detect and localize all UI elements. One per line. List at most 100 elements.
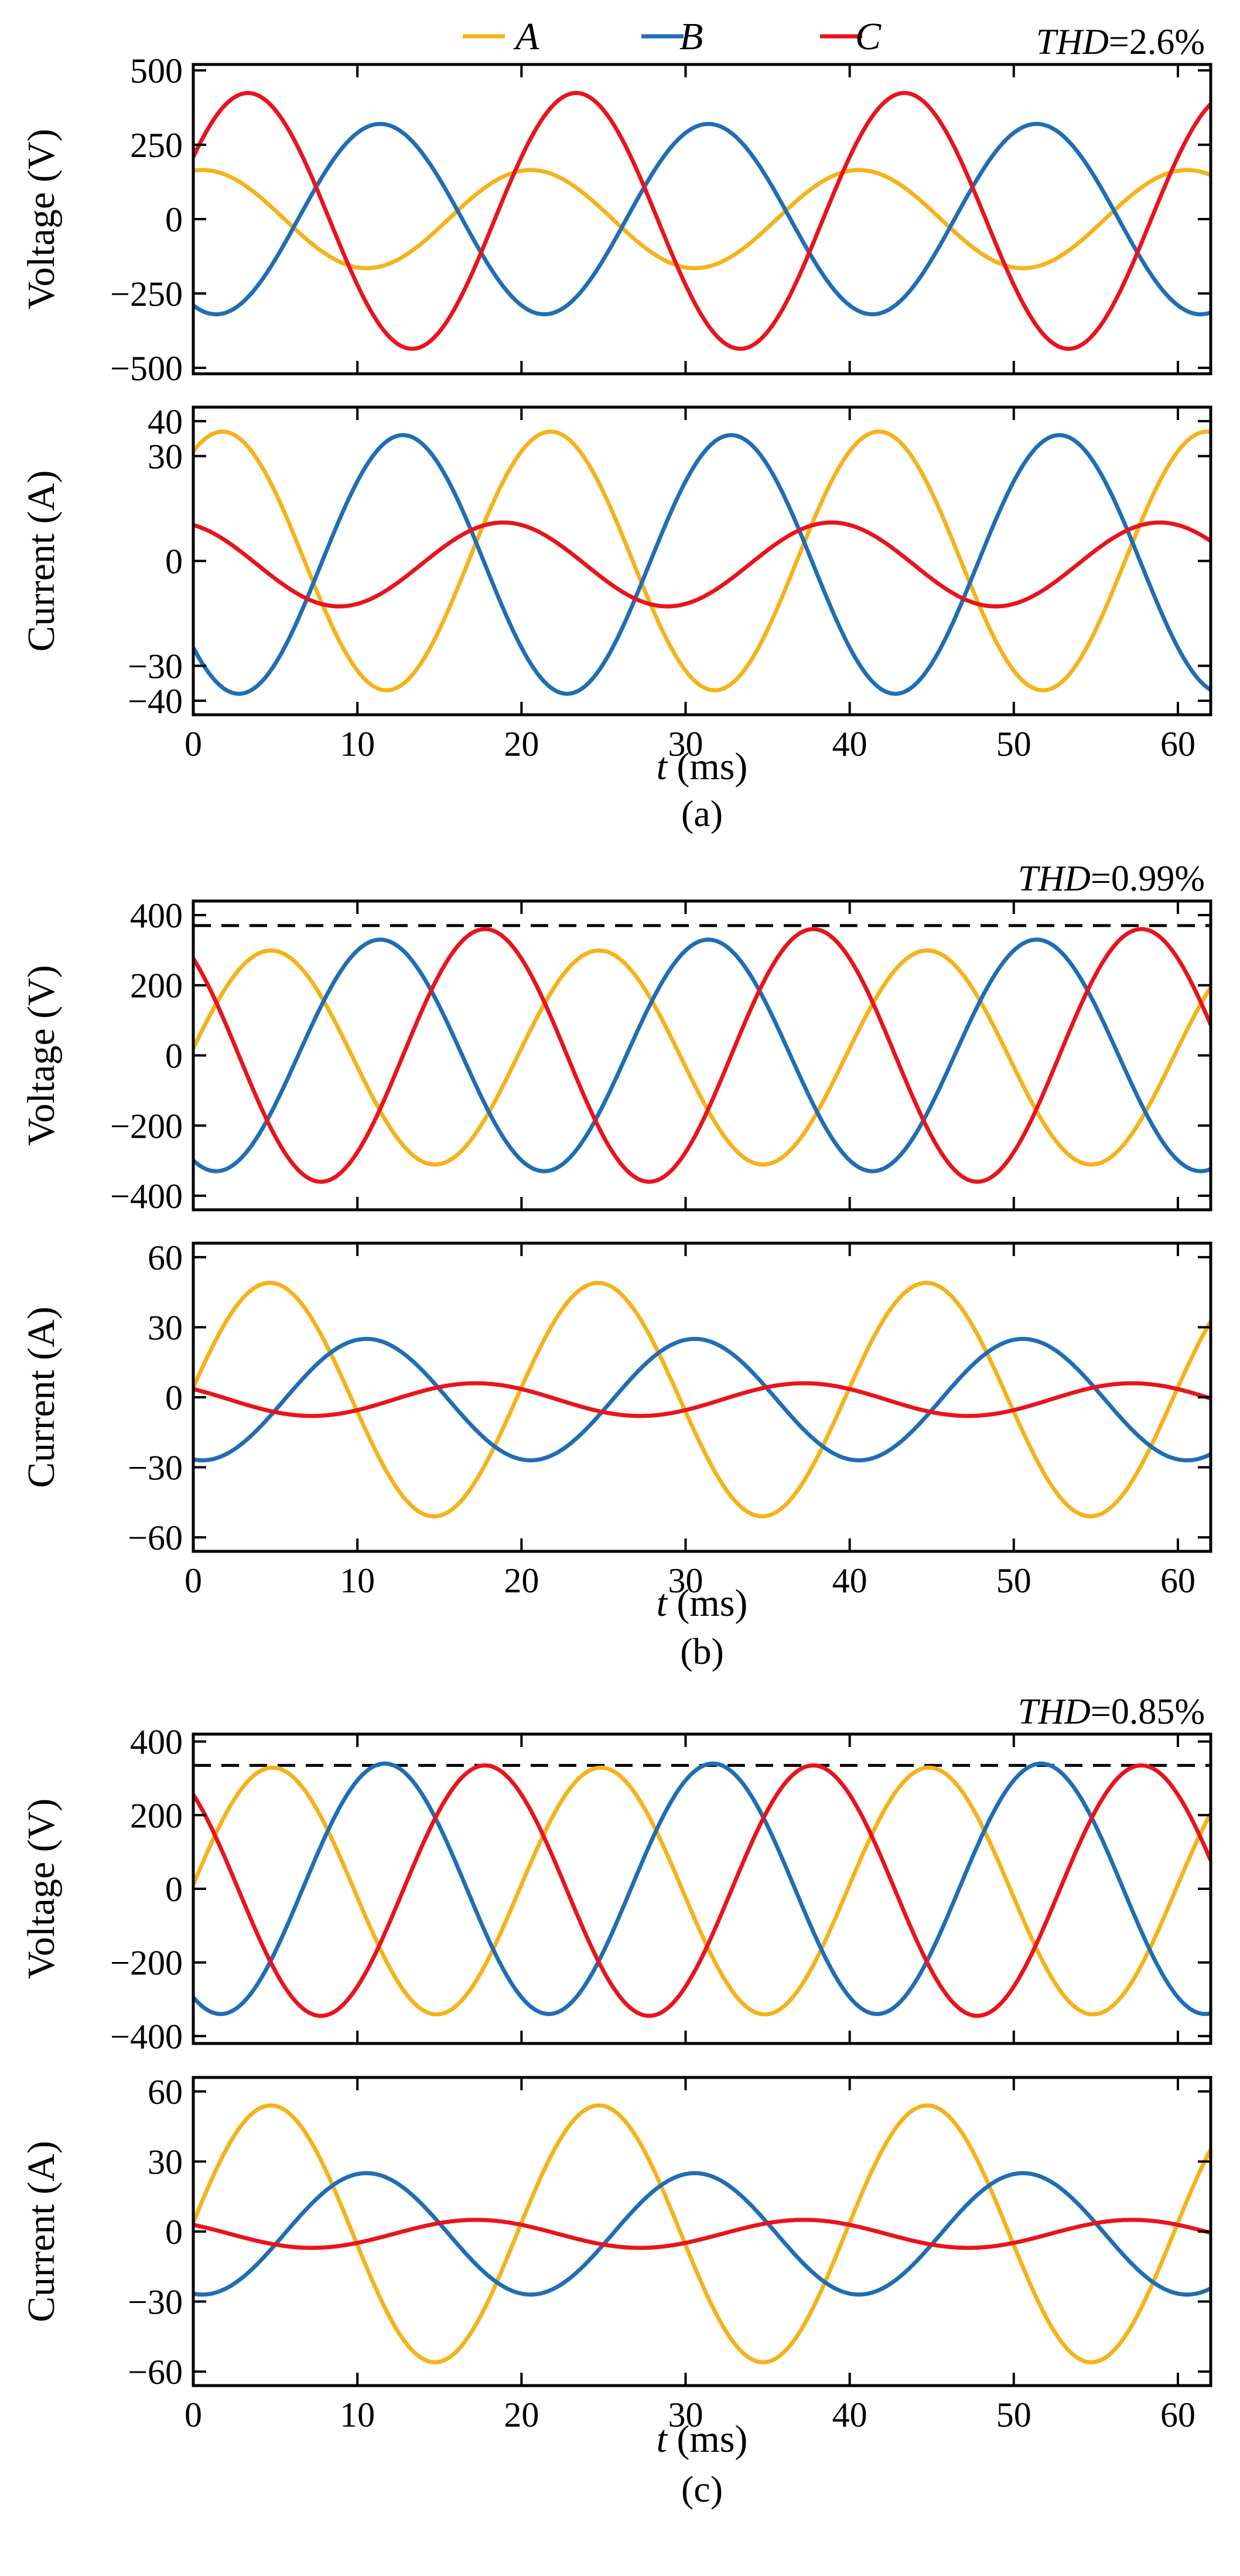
x-tick-label: 10 [340, 2396, 375, 2434]
legend-label-c: C [855, 15, 882, 58]
y-tick-label: 60 [148, 2073, 183, 2111]
x-axis-title: t (ms) [657, 2418, 748, 2461]
panel-b-voltage: 400 200 0 −200 −400 Voltage (V) THD=0.99% [20, 859, 1212, 1216]
y-tick-label: 0 [165, 1037, 183, 1076]
series-c-line [193, 520, 1211, 609]
series-a-line [193, 948, 1211, 1167]
y-tick-label: 30 [148, 438, 183, 476]
y-tick-label: 60 [148, 1238, 183, 1277]
x-tick-label: 40 [832, 2396, 867, 2434]
x-axis-title: t (ms) [657, 745, 748, 788]
y-tick-label: −30 [128, 647, 183, 685]
y-tick-label: −200 [110, 1944, 183, 1983]
y-tick-label: −500 [110, 349, 183, 388]
y-tick-label: −200 [110, 1107, 183, 1145]
legend-label-a: A [513, 15, 539, 58]
y-tick-label: −400 [110, 2017, 183, 2056]
y-tick-label: 200 [130, 1796, 183, 1835]
series-b-line [193, 937, 1211, 1173]
thd-annotation: THD=0.85% [1018, 1692, 1205, 1732]
y-axis-title: Current (A) [20, 2141, 63, 2322]
y-tick-label: −400 [110, 1177, 183, 1216]
y-axis-title: Current (A) [20, 470, 63, 652]
y-tick-label: 400 [130, 1723, 183, 1762]
y-tick-label: 30 [148, 1308, 183, 1347]
y-tick-label: −30 [128, 2283, 183, 2322]
series-a-line [193, 1765, 1211, 2017]
series-a-line [193, 168, 1211, 271]
panel-c-voltage: 400 200 0 −200 −400 Voltage (V) THD=0.85% [20, 1692, 1212, 2056]
x-tick-label: 50 [996, 725, 1031, 763]
y-tick-label: 250 [130, 126, 183, 165]
legend: A B C [463, 15, 882, 58]
subfigure-caption-c: (c) [681, 2468, 723, 2510]
subfigure-caption-b: (b) [680, 1630, 724, 1672]
x-tick-label: 30 [668, 1561, 703, 1600]
x-tick-label: 20 [504, 725, 539, 763]
series-b-line [193, 1336, 1211, 1463]
x-tick-label: 10 [340, 725, 375, 763]
y-tick-label: 30 [148, 2142, 183, 2181]
y-axis-title: Voltage (V) [20, 965, 63, 1146]
x-tick-label: 20 [504, 1561, 539, 1600]
plot-frame [192, 63, 1212, 376]
legend-label-b: B [679, 15, 703, 58]
y-tick-label: −60 [128, 1519, 183, 1557]
x-tick-label: 30 [668, 2396, 703, 2434]
y-tick-label: 400 [130, 896, 183, 935]
panel-a-voltage: 500 250 0 −250 −500 Voltage (V) THD=2.6% [20, 22, 1212, 388]
series-c-line [193, 2217, 1211, 2250]
y-axis-title: Current (A) [20, 1306, 63, 1488]
series-b-line [193, 1761, 1211, 2017]
y-tick-label: 0 [165, 200, 183, 239]
x-tick-label: 20 [504, 2396, 539, 2434]
y-tick-label: 200 [130, 967, 183, 1005]
thd-annotation: THD=2.6% [1036, 22, 1205, 62]
x-tick-label: 40 [832, 1561, 867, 1600]
x-axis-title: t (ms) [657, 1582, 748, 1625]
series-b-line [193, 122, 1211, 316]
y-tick-label: 0 [165, 2213, 183, 2251]
y-tick-label: 500 [130, 52, 183, 90]
x-tick-label: 40 [832, 725, 867, 763]
y-tick-label: 0 [165, 1870, 183, 1909]
x-tick-label: 10 [340, 1561, 375, 1600]
y-axis-title: Voltage (V) [20, 1799, 63, 1980]
x-tick-label: 60 [1160, 725, 1195, 763]
thd-annotation: THD=0.99% [1018, 859, 1205, 899]
y-tick-label: −250 [110, 275, 183, 313]
y-tick-label: 40 [148, 402, 183, 441]
x-tick-label: 30 [668, 725, 703, 763]
legend-item-c: C [820, 15, 882, 58]
series-b-line [193, 2171, 1211, 2297]
series-c-line [193, 91, 1211, 351]
legend-item-a: A [463, 15, 539, 58]
x-tick-label: 50 [996, 2396, 1031, 2434]
x-tick-label: 0 [185, 725, 202, 763]
y-tick-label: 0 [165, 1379, 183, 1417]
x-tick-label: 50 [996, 1561, 1031, 1600]
series-c-line [193, 1381, 1211, 1418]
series-a-line [193, 429, 1211, 692]
y-tick-label: −30 [128, 1449, 183, 1487]
y-axis-title: Voltage (V) [20, 129, 63, 310]
y-tick-label: −60 [128, 2353, 183, 2391]
series-a-line [193, 2103, 1211, 2365]
series-a-line [193, 1281, 1211, 1519]
x-tick-label: 60 [1160, 1561, 1195, 1600]
x-tick-label: 0 [185, 2396, 202, 2434]
subfigure-caption-a: (a) [681, 793, 723, 834]
series-b-line [193, 433, 1211, 696]
series-c-line [193, 927, 1211, 1184]
x-tick-label: 60 [1160, 2396, 1195, 2434]
y-tick-label: 0 [165, 543, 183, 581]
x-tick-label: 0 [185, 1561, 202, 1600]
y-tick-label: −40 [128, 682, 183, 721]
series-c-line [193, 1763, 1211, 2018]
legend-item-b: B [641, 15, 703, 58]
